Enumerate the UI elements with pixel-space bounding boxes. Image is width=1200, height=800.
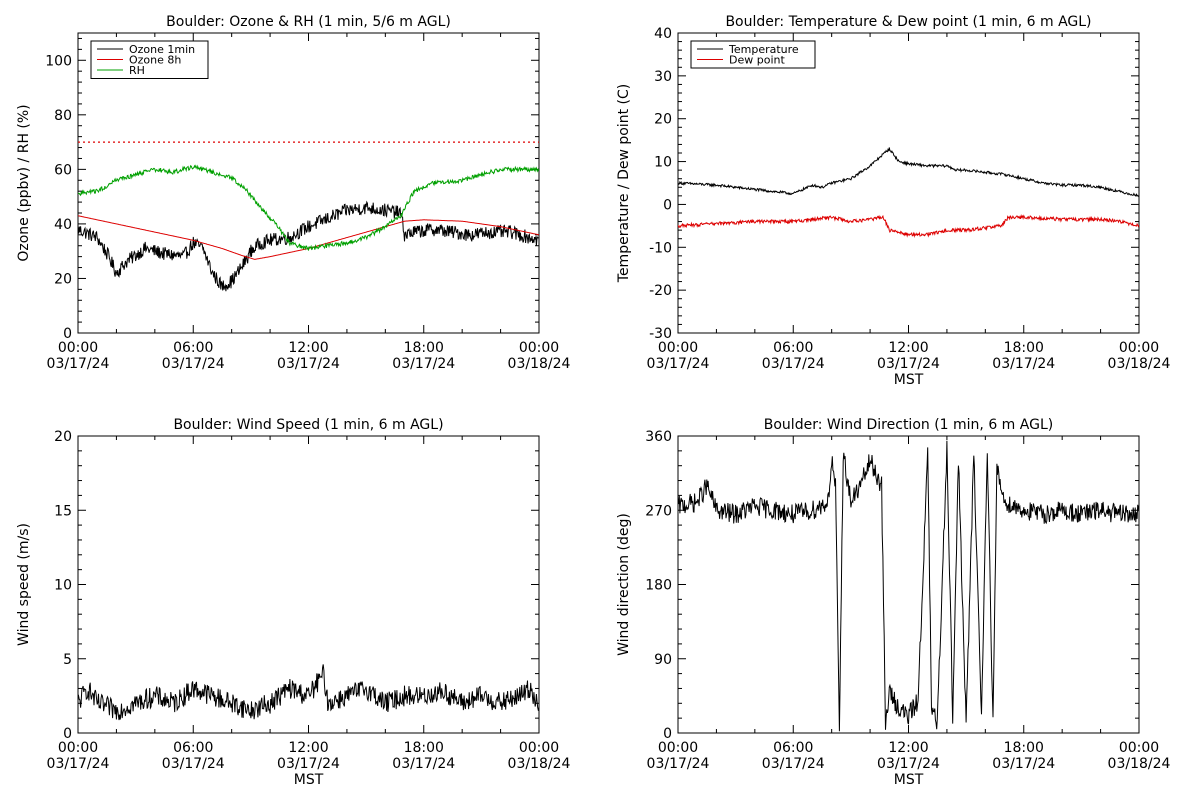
chart-title: Boulder: Wind Speed (1 min, 6 m AGL) — [173, 417, 443, 433]
chart-title: Boulder: Wind Direction (1 min, 6 m AGL) — [764, 417, 1053, 433]
x-tick-label: 03/17/24 — [877, 756, 940, 772]
series-line-1 — [678, 440, 1139, 732]
legend-label: RH — [129, 64, 145, 77]
x-tick-label: 00:00 — [519, 740, 559, 756]
y-tick-label: 0 — [63, 726, 72, 742]
y-tick-label: 40 — [654, 26, 672, 42]
plot-frame — [677, 435, 1140, 734]
chart-panel-1: Boulder: Ozone & RH (1 min, 5/6 m AGL) 0 2… — [16, 14, 571, 372]
x-tick-label: 18:00 — [1004, 740, 1044, 756]
x-tick-label: 03/17/24 — [647, 756, 710, 772]
x-tick-label: 18:00 — [1004, 340, 1044, 356]
x-tick-label: 06:00 — [173, 340, 213, 356]
y-tick-label: 90 — [654, 652, 672, 668]
x-tick-label: 00:00 — [658, 340, 698, 356]
y-tick-label: -20 — [649, 283, 672, 299]
x-tick-label: 03/17/24 — [47, 356, 110, 372]
chart-panel-4: Boulder: Wind Direction (1 min, 6 m AGL)… — [616, 417, 1171, 788]
y-axis-label: Wind speed (m/s) — [16, 523, 32, 646]
y-tick-label: 20 — [54, 429, 72, 445]
x-tick-label: 03/17/24 — [762, 756, 825, 772]
x-tick-label: 00:00 — [58, 340, 98, 356]
x-tick-label: 00:00 — [58, 740, 98, 756]
y-axis-label: Wind direction (deg) — [616, 513, 632, 656]
x-tick-label: 03/17/24 — [162, 756, 225, 772]
x-axis-label: MST — [294, 772, 324, 788]
x-tick-label: 03/17/24 — [47, 756, 110, 772]
plot-frame — [677, 32, 1140, 334]
x-tick-label: 03/18/24 — [508, 756, 571, 772]
y-tick-label: 20 — [54, 271, 72, 287]
x-tick-label: 18:00 — [404, 740, 444, 756]
legend-box — [690, 40, 816, 69]
x-tick-label: 03/17/24 — [762, 356, 825, 372]
y-tick-label: 0 — [663, 726, 672, 742]
y-tick-label: 100 — [45, 53, 72, 69]
x-tick-label: 00:00 — [1119, 340, 1159, 356]
chart-title: Boulder: Ozone & RH (1 min, 5/6 m AGL) — [166, 14, 451, 30]
x-tick-label: 06:00 — [773, 740, 813, 756]
x-tick-label: 03/17/24 — [647, 356, 710, 372]
legend-label: Ozone 1min — [129, 43, 195, 56]
legend-label: Ozone 8h — [129, 54, 181, 67]
series-line-rh — [78, 164, 539, 251]
chart-title: Boulder: Temperature & Dew point (1 min,… — [725, 14, 1091, 30]
series-line-dew-point — [678, 213, 1139, 238]
x-tick-label: 03/18/24 — [508, 356, 571, 372]
y-tick-label: 270 — [645, 503, 672, 519]
series-line-temperature — [678, 147, 1139, 198]
x-tick-label: 03/18/24 — [1108, 356, 1171, 372]
y-tick-label: 0 — [663, 197, 672, 213]
legend-label: Dew point — [729, 54, 785, 67]
y-tick-label: 40 — [54, 217, 72, 233]
y-tick-label: -10 — [649, 240, 672, 256]
y-tick-label: 360 — [645, 429, 672, 445]
chart-panel-2: Boulder: Temperature & Dew point (1 min,… — [616, 14, 1171, 388]
y-tick-label: 180 — [645, 578, 672, 594]
y-tick-label: 20 — [654, 112, 672, 128]
x-tick-label: 12:00 — [288, 340, 328, 356]
x-tick-label: 03/17/24 — [392, 756, 455, 772]
x-tick-label: 03/17/24 — [992, 756, 1055, 772]
x-tick-label: 12:00 — [888, 340, 928, 356]
legend-label: Temperature — [728, 43, 799, 56]
x-tick-label: 03/17/24 — [162, 356, 225, 372]
y-tick-label: 60 — [54, 162, 72, 178]
x-axis-label: MST — [894, 372, 924, 388]
x-tick-label: 12:00 — [888, 740, 928, 756]
x-tick-label: 03/18/24 — [1108, 756, 1171, 772]
y-tick-label: 80 — [54, 108, 72, 124]
y-tick-label: 30 — [654, 69, 672, 85]
x-tick-label: 18:00 — [404, 340, 444, 356]
x-tick-label: 00:00 — [1119, 740, 1159, 756]
series-line-1 — [78, 664, 539, 721]
x-tick-label: 00:00 — [658, 740, 698, 756]
series-line-ozone-1min — [78, 200, 539, 292]
x-tick-label: 00:00 — [519, 340, 559, 356]
y-tick-label: 15 — [54, 503, 72, 519]
x-tick-label: 12:00 — [288, 740, 328, 756]
x-tick-label: 03/17/24 — [277, 356, 340, 372]
x-tick-label: 03/17/24 — [992, 356, 1055, 372]
y-tick-label: 5 — [63, 652, 72, 668]
x-axis-label: MST — [894, 772, 924, 788]
x-tick-label: 06:00 — [173, 740, 213, 756]
x-tick-label: 06:00 — [773, 340, 813, 356]
x-tick-label: 03/17/24 — [877, 356, 940, 372]
x-tick-label: 03/17/24 — [392, 356, 455, 372]
y-axis-label: Ozone (ppbv) / RH (%) — [16, 104, 32, 261]
y-tick-label: -30 — [649, 326, 672, 342]
y-tick-label: 0 — [63, 326, 72, 342]
chart-panel-3: Boulder: Wind Speed (1 min, 6 m AGL) 0 5 10… — [16, 417, 571, 788]
y-axis-label: Temperature / Dew point (C) — [616, 84, 632, 283]
y-tick-label: 10 — [654, 155, 672, 171]
y-tick-label: 10 — [54, 578, 72, 594]
x-tick-label: 03/17/24 — [277, 756, 340, 772]
